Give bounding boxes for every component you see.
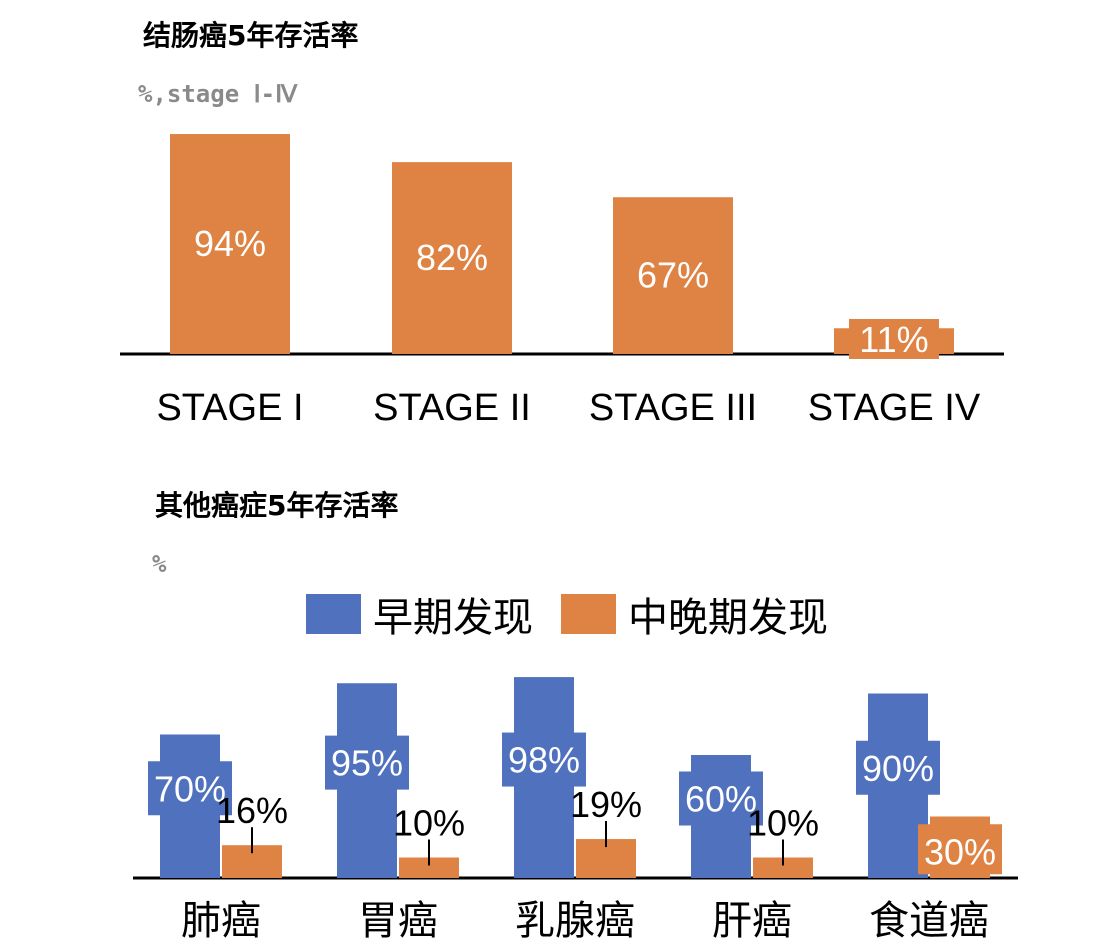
chart1-x-tick-label: STAGE III [589, 387, 757, 429]
chart2-data-label-box-late [918, 824, 1002, 875]
chart2-x-tick-label: 胃癌 [358, 898, 438, 944]
chart2-data-label-late: 16% [216, 790, 288, 831]
chart1-x-tick-label: STAGE IV [808, 387, 981, 429]
chart2-data-label-late: 30% [924, 831, 996, 872]
chart1-data-label: 11% [859, 319, 928, 360]
chart2-x-tick-label: 肺癌 [181, 898, 261, 944]
chart2-data-label-box-early [856, 740, 940, 795]
chart2-data-label-late: 10% [747, 803, 819, 844]
chart2-x-tick-label: 食道癌 [869, 898, 989, 944]
chart1-bar [170, 134, 290, 354]
chart2-unit-label: % [152, 550, 167, 578]
legend-label-late: 中晚期发现 [628, 595, 828, 641]
chart2-data-label-early: 60% [685, 779, 757, 820]
chart2-title: 其他癌症5年存活率 [155, 489, 399, 522]
legend-item-early: 早期发现 [306, 585, 533, 643]
chart1-data-label: 67% [637, 255, 709, 296]
chart2-bar-late [753, 857, 813, 878]
chart2-data-label-early: 95% [331, 743, 403, 784]
chart1-data-label-box [849, 319, 939, 359]
chart2-data-label-early: 90% [862, 748, 934, 789]
chart1-data-label: 94% [194, 223, 266, 264]
chart2-data-label-box-early [325, 735, 409, 790]
legend-swatch-late [561, 594, 616, 634]
chart1-data-label: 82% [416, 237, 488, 278]
chart1-x-tick-label: STAGE II [373, 387, 531, 429]
chart2-data-label-late: 19% [570, 784, 642, 825]
chart2-legend: 早期发现 中晚期发现 [306, 585, 856, 643]
chart2-data-label-late: 10% [393, 803, 465, 844]
chart1-x-tick-label: STAGE I [156, 387, 303, 429]
chart1-title: 结肠癌5年存活率 [143, 19, 359, 52]
chart2-data-label-box-early [148, 761, 232, 816]
chart2-x-tick-label: 乳腺癌 [515, 898, 635, 944]
chart2-data-label-box-early [502, 732, 586, 787]
chart2-data-label-early: 98% [508, 740, 580, 781]
chart2-data-label-box-early [679, 771, 763, 826]
chart2-data-label-early: 70% [154, 768, 226, 809]
chart1-bar [613, 197, 733, 354]
chart1-bar [392, 162, 512, 354]
chart1-unit-label: %,stage Ⅰ-Ⅳ [138, 80, 298, 108]
legend-swatch-early [306, 594, 361, 634]
chart2-bar-late [399, 857, 459, 878]
legend-item-late: 中晚期发现 [561, 585, 828, 643]
legend-label-early: 早期发现 [373, 595, 533, 641]
chart2-x-tick-label: 肝癌 [712, 898, 792, 944]
